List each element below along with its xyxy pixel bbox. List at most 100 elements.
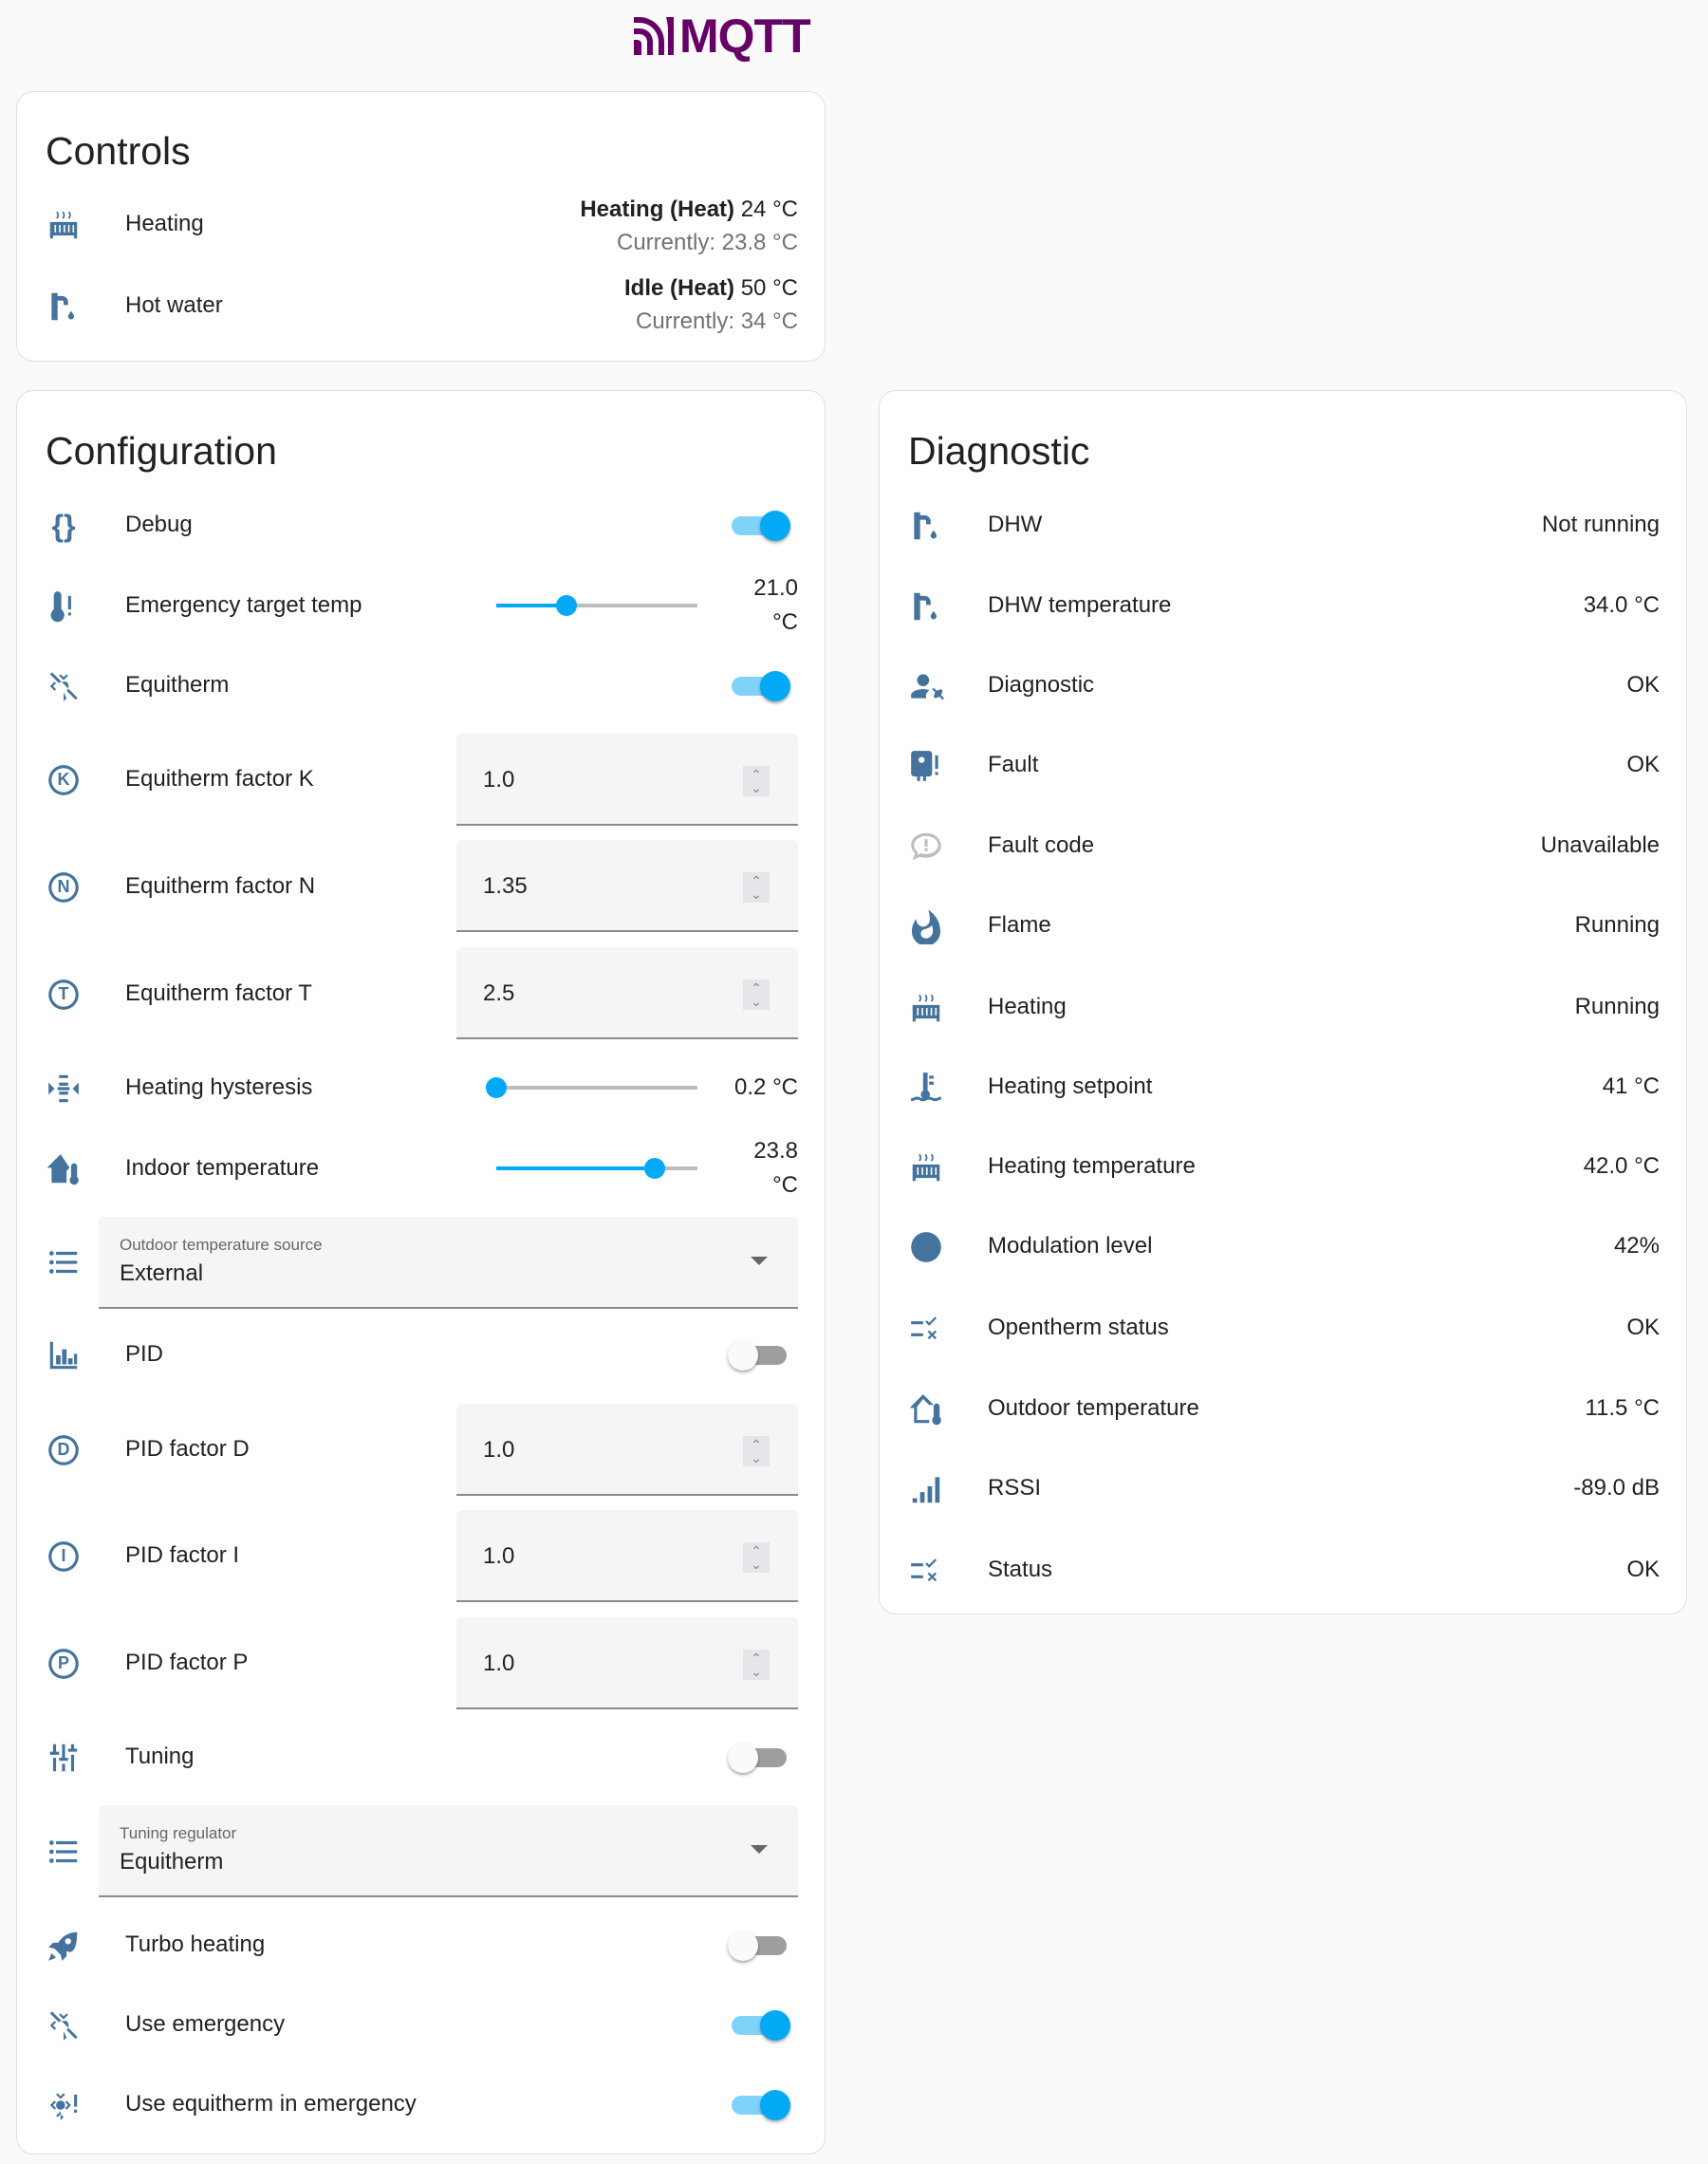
diag-fault-code[interactable]: Fault code Unavailable — [880, 806, 1686, 886]
entity-name: Flame — [988, 912, 1051, 938]
pid-factor-i-input[interactable]: 1.0 ⌃ ⌄ — [456, 1510, 798, 1602]
spin-button[interactable]: ⌃ ⌄ — [743, 872, 770, 903]
spin-button[interactable]: ⌃ ⌄ — [743, 1542, 770, 1573]
radiator-icon — [908, 1149, 944, 1185]
entity-name: DHW temperature — [988, 592, 1172, 618]
water-pump-icon — [46, 289, 82, 325]
entity-name: Fault code — [988, 832, 1095, 858]
heating-hysteresis-slider[interactable] — [486, 1077, 697, 1098]
input-value: 1.0 — [483, 767, 515, 793]
mqtt-logo-icon — [634, 17, 674, 55]
pid-toggle[interactable] — [728, 1340, 789, 1371]
diag-rssi[interactable]: RSSI -89.0 dB — [880, 1448, 1686, 1528]
diag-fault[interactable]: Fault OK — [880, 725, 1686, 805]
configuration-card: Configuration {} Debug Emergency target … — [16, 390, 826, 2155]
entity-value: 42.0 °C — [1583, 1153, 1660, 1179]
entity-name: Diagnostic — [988, 672, 1095, 698]
input-value: 2.5 — [483, 980, 515, 1006]
entity-name: Fault — [988, 752, 1039, 777]
alpha-d-circle-icon: D — [46, 1432, 82, 1468]
entity-value: OK — [1626, 672, 1660, 698]
spin-button[interactable]: ⌃ ⌄ — [743, 979, 770, 1010]
slider-thumb[interactable] — [486, 1077, 507, 1098]
format-list-bulleted-icon — [46, 1244, 82, 1280]
water-heater-current: Currently: 34 °C — [636, 308, 798, 334]
config-equitherm-factor-k: K Equitherm factor K — [17, 739, 825, 819]
spin-button[interactable]: ⌃ ⌄ — [743, 1650, 770, 1680]
slider-value: 0.2 °C — [734, 1074, 798, 1100]
select-value: Equitherm — [120, 1849, 224, 1875]
radiator-icon — [908, 990, 944, 1026]
entity-name: Equitherm — [125, 672, 230, 698]
config-use-emergency: Use emergency — [17, 1985, 825, 2064]
diag-flame[interactable]: Flame Running — [880, 886, 1686, 965]
diag-opentherm-status[interactable]: Opentherm status OK — [880, 1288, 1686, 1368]
fire-icon — [908, 908, 944, 946]
alpha-p-circle-icon: P — [46, 1646, 82, 1682]
use-equitherm-in-emergency-toggle[interactable] — [730, 2090, 790, 2120]
mqtt-logo-text: MQTT — [679, 9, 811, 63]
equitherm-factor-n-input[interactable]: 1.35 ⌃ ⌄ — [456, 840, 798, 932]
entity-name: Heating hysteresis — [125, 1074, 313, 1100]
indoor-temperature-slider[interactable] — [496, 1158, 697, 1179]
diag-modulation-level[interactable]: Modulation level 42% — [880, 1206, 1686, 1286]
chat-alert-icon — [908, 829, 944, 865]
select-label: Tuning regulator — [120, 1824, 237, 1842]
chart-bar-icon — [46, 1337, 82, 1373]
tuning-regulator-select[interactable]: Tuning regulator Equitherm — [99, 1805, 798, 1897]
entity-name: PID factor P — [125, 1650, 249, 1675]
diag-outdoor-temperature[interactable]: Outdoor temperature 11.5 °C — [880, 1369, 1686, 1448]
entity-name: PID factor D — [125, 1436, 250, 1462]
format-list-bulleted-icon — [46, 1834, 82, 1870]
config-use-equitherm-in-emergency: Use equitherm in emergency — [17, 2064, 825, 2144]
slider-thumb[interactable] — [556, 595, 578, 616]
entity-name: PID factor I — [125, 1542, 240, 1568]
entity-name: RSSI — [988, 1475, 1042, 1501]
spin-button[interactable]: ⌃ ⌄ — [743, 766, 770, 796]
diag-dhw[interactable]: DHW Not running — [880, 485, 1686, 565]
diag-heating-setpoint[interactable]: Heating setpoint 41 °C — [880, 1047, 1686, 1127]
diagnostic-title: Diagnostic — [908, 429, 1090, 473]
slider-thumb[interactable] — [644, 1158, 666, 1179]
spin-button[interactable]: ⌃ ⌄ — [743, 1436, 770, 1466]
alpha-k-circle-icon: K — [46, 762, 82, 798]
use-emergency-toggle[interactable] — [730, 2010, 790, 2041]
diag-diagnostic[interactable]: Diagnostic OK — [880, 645, 1686, 725]
tuning-toggle[interactable] — [728, 1743, 789, 1773]
water-heater-hot-water[interactable]: Hot water Idle (Heat) 50 °C Currently: 3… — [17, 266, 825, 345]
configuration-title: Configuration — [46, 429, 277, 473]
water-heater-target: 50 °C — [740, 275, 798, 301]
emergency-target-temp-slider[interactable] — [496, 595, 697, 616]
entity-name: Equitherm factor K — [125, 766, 314, 792]
diag-dhw-temperature[interactable]: DHW temperature 34.0 °C — [880, 566, 1686, 645]
entity-name: Heating — [988, 994, 1067, 1019]
diag-status[interactable]: Status OK — [880, 1530, 1686, 1610]
entity-name: PID — [125, 1341, 164, 1367]
equitherm-factor-k-input[interactable]: 1.0 ⌃ ⌄ — [456, 734, 798, 826]
entity-name: Status — [988, 1557, 1053, 1582]
entity-value: OK — [1626, 1557, 1660, 1582]
debug-toggle[interactable] — [730, 511, 790, 541]
entity-value: OK — [1626, 1315, 1660, 1340]
equitherm-toggle[interactable] — [730, 671, 790, 701]
entity-value: Running — [1574, 912, 1660, 938]
alpha-t-circle-icon: T — [46, 977, 82, 1013]
controls-card: Controls Heating Heating (Heat) 24 °C Cu… — [16, 91, 826, 362]
pid-factor-d-input[interactable]: 1.0 ⌃ ⌄ — [456, 1404, 798, 1496]
diag-heating-temperature[interactable]: Heating temperature 42.0 °C — [880, 1127, 1686, 1206]
outdoor-temperature-source-select[interactable]: Outdoor temperature source External — [99, 1217, 798, 1309]
entity-name: Heating temperature — [988, 1153, 1196, 1179]
entity-value: OK — [1626, 752, 1660, 777]
climate-heating[interactable]: Heating Heating (Heat) 24 °C Currently: … — [17, 184, 825, 264]
climate-current: Currently: 23.8 °C — [616, 230, 798, 255]
slider-value: 21.0 °C — [753, 575, 798, 635]
pid-factor-p-input[interactable]: 1.0 ⌃ ⌄ — [456, 1617, 798, 1709]
sun-snowflake-alert-icon — [46, 2087, 82, 2123]
entity-value: 11.5 °C — [1585, 1395, 1660, 1421]
entity-value: 41 °C — [1602, 1073, 1660, 1099]
equitherm-factor-t-input[interactable]: 2.5 ⌃ ⌄ — [456, 947, 798, 1039]
turbo-heating-toggle[interactable] — [728, 1931, 789, 1961]
account-wrench-icon — [908, 668, 944, 704]
diag-heating[interactable]: Heating Running — [880, 967, 1686, 1047]
entity-value: Not running — [1541, 512, 1660, 537]
